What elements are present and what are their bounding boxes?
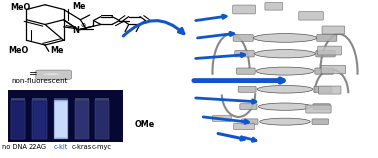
FancyBboxPatch shape — [315, 68, 333, 74]
Text: Me: Me — [50, 46, 64, 55]
Text: Me: Me — [72, 2, 86, 11]
FancyBboxPatch shape — [316, 51, 335, 57]
Bar — [11, 100, 25, 139]
Bar — [95, 98, 109, 100]
FancyBboxPatch shape — [313, 104, 330, 109]
Bar — [96, 102, 108, 137]
Ellipse shape — [259, 103, 311, 110]
FancyBboxPatch shape — [317, 35, 337, 41]
Ellipse shape — [256, 67, 314, 75]
Bar — [11, 98, 25, 100]
Text: OMe: OMe — [134, 120, 155, 128]
Bar — [95, 100, 109, 139]
FancyBboxPatch shape — [36, 70, 71, 79]
Bar — [33, 100, 46, 139]
Bar — [33, 98, 46, 100]
FancyBboxPatch shape — [233, 5, 256, 14]
Ellipse shape — [43, 73, 59, 75]
FancyBboxPatch shape — [238, 86, 256, 92]
FancyBboxPatch shape — [318, 86, 341, 94]
Text: MeO: MeO — [8, 46, 28, 55]
Text: =: = — [29, 70, 38, 80]
FancyBboxPatch shape — [242, 119, 258, 125]
Bar — [54, 98, 68, 100]
Text: c-myc: c-myc — [92, 144, 112, 150]
FancyBboxPatch shape — [240, 104, 257, 109]
Bar — [8, 90, 123, 142]
FancyBboxPatch shape — [322, 26, 345, 34]
FancyBboxPatch shape — [233, 35, 253, 41]
Text: ⊕: ⊕ — [81, 23, 86, 28]
Text: c-kras: c-kras — [72, 144, 92, 150]
Text: 22AG: 22AG — [29, 144, 46, 150]
Bar — [34, 102, 45, 137]
Bar — [12, 102, 24, 137]
FancyBboxPatch shape — [306, 105, 331, 113]
FancyBboxPatch shape — [212, 116, 231, 121]
Bar — [55, 102, 67, 137]
FancyBboxPatch shape — [234, 123, 254, 130]
FancyArrowPatch shape — [123, 21, 184, 36]
Text: MeO: MeO — [11, 3, 31, 12]
FancyBboxPatch shape — [318, 46, 342, 55]
Ellipse shape — [260, 118, 310, 125]
Ellipse shape — [257, 85, 313, 93]
FancyBboxPatch shape — [235, 51, 254, 57]
Bar — [54, 100, 67, 138]
FancyBboxPatch shape — [314, 86, 332, 92]
Bar — [75, 98, 89, 100]
Text: N: N — [72, 26, 79, 34]
Bar — [54, 100, 68, 139]
Text: non-fluorescent: non-fluorescent — [11, 78, 68, 84]
Bar — [75, 100, 89, 139]
FancyBboxPatch shape — [312, 119, 328, 125]
Ellipse shape — [253, 34, 317, 42]
Ellipse shape — [255, 50, 315, 58]
FancyBboxPatch shape — [265, 3, 283, 10]
Bar — [76, 102, 88, 137]
Text: no DNA: no DNA — [2, 144, 26, 150]
FancyBboxPatch shape — [237, 68, 255, 74]
FancyBboxPatch shape — [299, 12, 323, 20]
Bar — [8, 90, 123, 142]
Text: c-kit: c-kit — [54, 144, 68, 150]
FancyBboxPatch shape — [321, 65, 345, 74]
